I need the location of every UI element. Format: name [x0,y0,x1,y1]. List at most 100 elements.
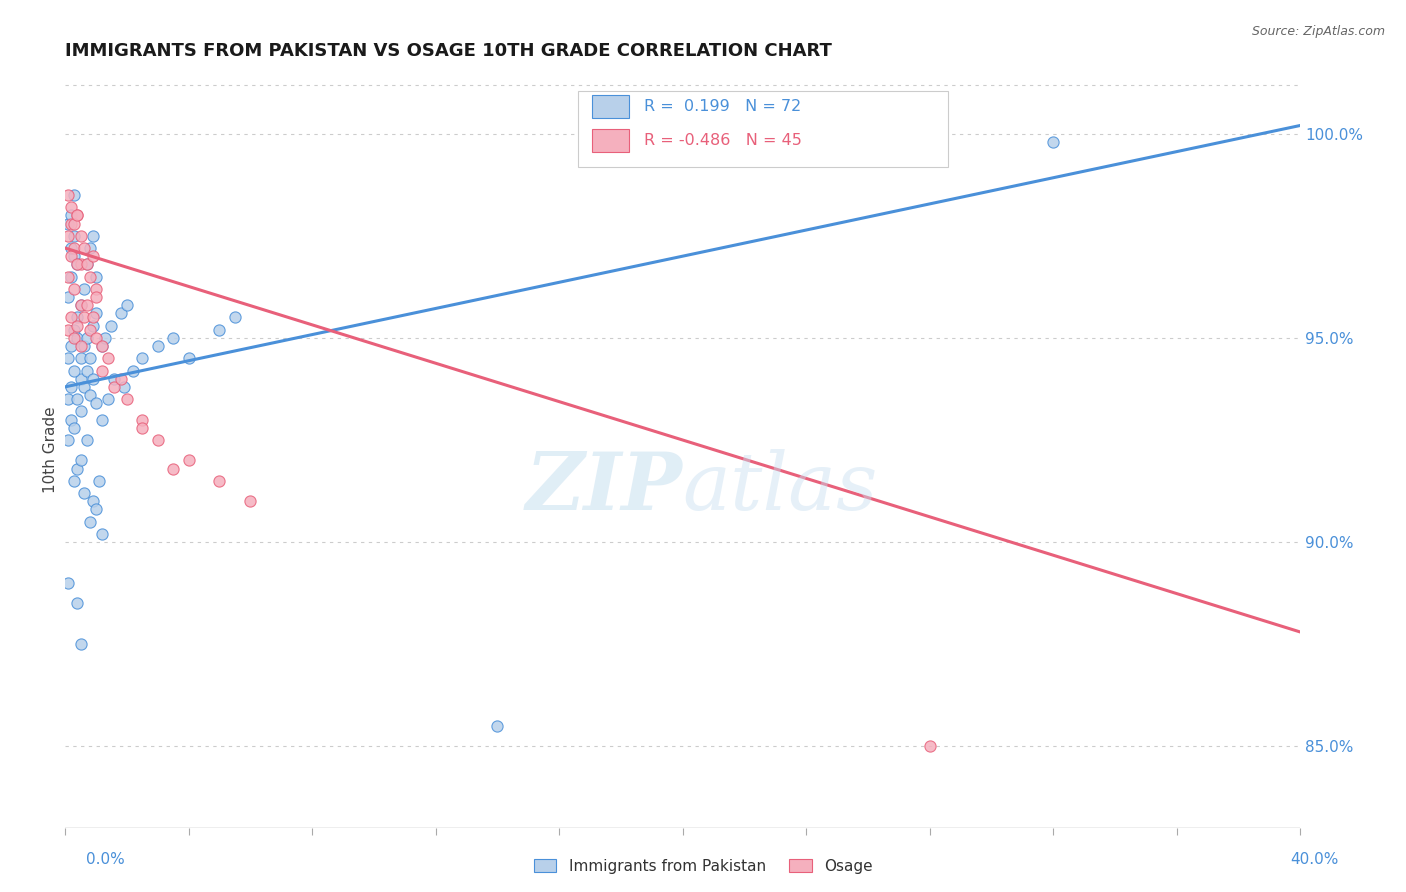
Point [82,494,104,508]
Point [162,331,184,345]
Point [76,433,98,447]
Point [91,527,114,541]
Point [60,269,83,284]
Point [69,404,91,418]
Point [239,494,262,508]
Point [60,412,83,426]
Point [97,392,120,406]
Point [66,331,89,345]
Point [56,323,79,337]
Point [72,241,94,255]
Point [103,380,125,394]
Point [56,188,79,202]
Point [66,318,89,333]
Point [79,269,101,284]
Point [82,318,104,333]
Point [66,208,89,222]
Point [122,363,145,377]
Point [115,392,138,406]
Point [146,433,169,447]
Point [84,290,107,304]
Point [76,298,98,312]
Point [60,310,83,325]
Point [66,461,89,475]
Point [87,474,110,488]
Point [103,372,125,386]
Point [224,310,246,325]
Text: Source: ZipAtlas.com: Source: ZipAtlas.com [1251,25,1385,38]
Point [76,257,98,271]
Point [918,119,941,133]
Legend: Immigrants from Pakistan, Osage: Immigrants from Pakistan, Osage [527,853,879,880]
Text: atlas: atlas [682,450,877,526]
Point [69,298,91,312]
Text: R =  0.199   N = 72: R = 0.199 N = 72 [644,99,801,114]
Point [84,306,107,320]
Point [56,269,79,284]
Point [91,339,114,353]
Point [63,217,86,231]
Text: 0.0%: 0.0% [86,852,125,867]
Point [63,331,86,345]
Point [69,257,91,271]
Point [91,339,114,353]
Point [76,257,98,271]
Point [63,249,86,263]
Y-axis label: 10th Grade: 10th Grade [44,407,58,493]
Point [63,474,86,488]
Point [82,372,104,386]
Point [60,380,83,394]
Point [97,351,120,366]
Point [60,217,83,231]
Point [66,310,89,325]
Point [63,282,86,296]
Point [76,363,98,377]
Point [56,290,79,304]
Point [79,351,101,366]
Point [72,282,94,296]
Point [110,306,132,320]
Point [91,412,114,426]
Point [69,351,91,366]
FancyBboxPatch shape [592,95,630,118]
Point [66,208,89,222]
Point [56,433,79,447]
FancyBboxPatch shape [578,91,948,167]
Point [79,515,101,529]
Point [918,739,941,754]
Point [56,228,79,243]
Point [66,257,89,271]
Point [208,323,231,337]
Point [66,596,89,610]
Point [1042,135,1064,149]
Point [91,363,114,377]
Point [60,339,83,353]
Point [76,331,98,345]
Point [63,323,86,337]
Point [69,372,91,386]
Text: IMMIGRANTS FROM PAKISTAN VS OSAGE 10TH GRADE CORRELATION CHART: IMMIGRANTS FROM PAKISTAN VS OSAGE 10TH G… [65,42,832,60]
Point [79,241,101,255]
Text: ZIP: ZIP [526,450,682,526]
Point [208,474,231,488]
Point [146,339,169,353]
Point [66,257,89,271]
Point [94,331,117,345]
Point [63,228,86,243]
Text: 40.0%: 40.0% [1291,852,1339,867]
Point [131,351,153,366]
Point [84,269,107,284]
Point [72,339,94,353]
Point [63,241,86,255]
Point [100,318,122,333]
Point [84,282,107,296]
Point [60,241,83,255]
Point [66,392,89,406]
Point [110,372,132,386]
FancyBboxPatch shape [592,129,630,152]
Point [84,396,107,410]
Point [82,228,104,243]
Point [162,461,184,475]
Point [56,217,79,231]
Point [84,502,107,516]
